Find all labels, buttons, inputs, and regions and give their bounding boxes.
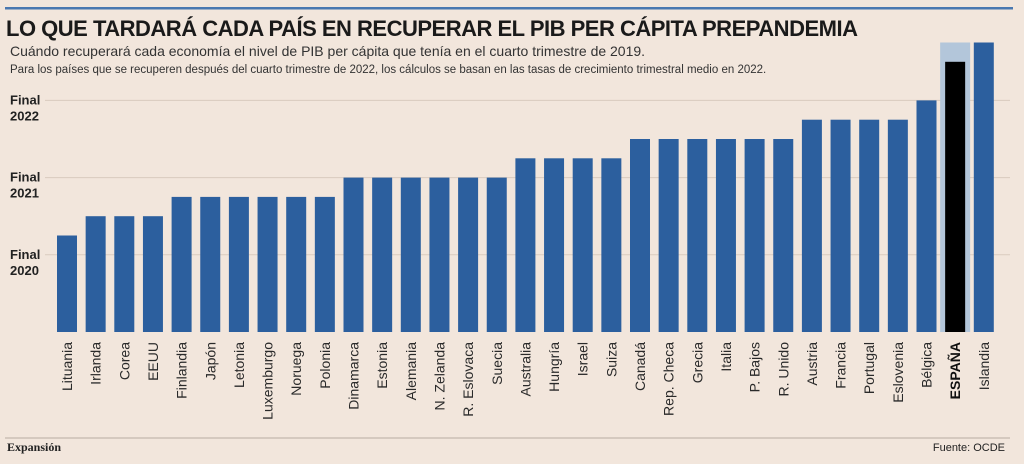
chart-note: Para los países que se recuperen después… — [10, 64, 766, 76]
brand-logo: Expansión — [7, 440, 61, 454]
bars — [57, 42, 994, 333]
x-tick-label: Noruega — [288, 342, 304, 396]
x-tick-label: Eslovenia — [890, 342, 906, 403]
x-tick-label: Bélgica — [919, 342, 935, 388]
y-tick-label-line: Final — [10, 247, 40, 262]
x-tick-label: Australia — [517, 342, 533, 397]
x-tick-label: Hungría — [546, 342, 562, 392]
x-tick-label: R. Unido — [775, 342, 791, 397]
bar-estonia — [372, 177, 393, 332]
x-tick-label: Luxemburgo — [260, 342, 276, 420]
x-tick-label: Letonia — [231, 342, 247, 388]
x-tick-label: Corea — [116, 342, 132, 380]
x-tick-label: Irlanda — [88, 342, 104, 385]
x-tick-label: Rep. Checa — [661, 342, 677, 416]
bar-portugal — [859, 119, 880, 332]
x-tick-label: Islandia — [976, 342, 992, 390]
bar-noruega — [286, 196, 307, 332]
bar-eeuu — [142, 216, 163, 332]
bar-irlanda — [85, 216, 106, 332]
x-tick-label: Dinamarca — [346, 342, 362, 410]
y-tick-label-line: 2022 — [10, 108, 39, 123]
bar-australia — [515, 158, 536, 332]
x-tick-label: Israel — [575, 342, 591, 376]
bar-españa — [945, 61, 966, 333]
y-tick-label: Final 2020 — [10, 247, 40, 278]
source-note: Fuente: OCDE — [933, 442, 1005, 454]
x-tick-label: Portugal — [861, 342, 877, 394]
bar-austria — [801, 119, 822, 332]
bar-hungría — [544, 158, 565, 332]
x-tick-label: ESPAÑA — [946, 342, 963, 399]
bar-polonia — [314, 196, 335, 332]
x-tick-label: Lituania — [59, 342, 75, 391]
y-tick-label: Final 2021 — [10, 170, 40, 201]
bar-r-unido — [773, 139, 794, 332]
x-tick-label: Suiza — [603, 342, 619, 377]
chart-title: LO QUE TARDARÁ CADA PAÍS EN RECUPERAR EL… — [6, 16, 858, 41]
x-tick-label: Grecia — [689, 342, 705, 383]
x-tick-label: Japón — [202, 342, 218, 380]
bar-r-eslovaca — [458, 177, 479, 332]
x-tick-label: N. Zelanda — [431, 342, 447, 411]
bar-grecia — [687, 139, 708, 332]
bar-suecia — [486, 177, 507, 332]
bar-italia — [715, 139, 736, 332]
bar-dinamarca — [343, 177, 364, 332]
bar-p-bajos — [744, 139, 765, 332]
bar-israel — [572, 158, 593, 332]
bar-suiza — [601, 158, 622, 332]
bar-n-zelanda — [429, 177, 450, 332]
bar-japón — [200, 196, 221, 332]
bar-alemania — [400, 177, 421, 332]
y-tick-label-line: Final — [10, 92, 40, 107]
bar-islandia — [973, 42, 994, 332]
x-tick-label: Austria — [804, 342, 820, 386]
x-tick-label: Finlandia — [174, 342, 190, 399]
x-tick-label: Italia — [718, 342, 734, 372]
bar-bélgica — [916, 100, 937, 333]
bar-lituania — [57, 235, 77, 332]
bar-luxemburgo — [257, 196, 278, 332]
x-tick-label: R. Eslovaca — [460, 342, 476, 417]
bar-eslovenia — [887, 119, 908, 332]
x-tick-label: P. Bajos — [747, 342, 763, 392]
bar-corea — [114, 216, 135, 332]
bar-letonia — [228, 196, 249, 332]
bar-canadá — [630, 139, 650, 332]
y-tick-label-line: 2020 — [10, 263, 39, 278]
x-tick-label: Suecia — [489, 342, 505, 385]
x-axis: Lituania Irlanda Corea EEUU Finlandia Japón Le… — [59, 342, 992, 420]
bar-finlandia — [171, 196, 192, 332]
x-tick-label: Estonia — [374, 342, 390, 389]
y-tick-label-line: Final — [10, 170, 40, 185]
x-tick-label: Polonia — [317, 342, 333, 389]
top-rule — [5, 7, 1013, 10]
x-tick-label: Alemania — [403, 342, 419, 401]
chart-subtitle: Cuándo recuperará cada economía el nivel… — [10, 43, 645, 59]
y-tick-label-line: 2021 — [10, 186, 39, 201]
x-tick-label: Canadá — [632, 342, 648, 391]
x-tick-label: Francia — [833, 342, 849, 389]
bar-francia — [830, 119, 851, 332]
bar-rep-checa — [658, 139, 679, 332]
y-tick-label: Final 2022 — [10, 92, 40, 123]
x-tick-label: EEUU — [145, 342, 161, 381]
